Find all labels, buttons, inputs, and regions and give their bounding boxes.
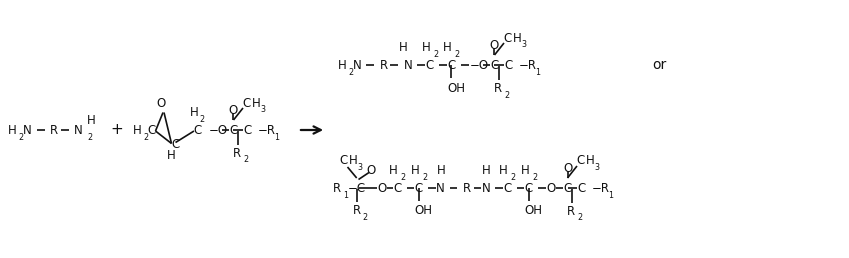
Text: −O: −O — [469, 59, 489, 71]
Text: N: N — [436, 181, 445, 195]
Text: H: H — [338, 59, 346, 71]
Text: C: C — [577, 181, 585, 195]
Text: H: H — [436, 164, 446, 177]
Text: 2: 2 — [577, 214, 582, 222]
Text: 2: 2 — [18, 133, 23, 142]
Text: N: N — [353, 59, 362, 71]
Text: C: C — [503, 181, 511, 195]
Text: C: C — [243, 124, 251, 136]
Text: 2: 2 — [433, 50, 438, 59]
Text: OH: OH — [414, 205, 432, 217]
Text: C: C — [504, 59, 512, 71]
Text: H: H — [586, 155, 594, 167]
Text: H: H — [167, 149, 176, 162]
Text: H: H — [482, 164, 491, 177]
Text: +: + — [110, 123, 123, 138]
Text: 3: 3 — [357, 163, 363, 172]
Text: H: H — [443, 41, 452, 54]
Text: C: C — [490, 59, 498, 71]
Text: 1: 1 — [274, 133, 279, 142]
Text: H: H — [133, 124, 142, 136]
Text: O: O — [156, 96, 165, 109]
Text: N: N — [74, 124, 82, 136]
Text: O: O — [229, 104, 238, 117]
Text: 1: 1 — [343, 191, 348, 200]
Text: N: N — [403, 59, 413, 71]
Text: H: H — [8, 124, 17, 136]
Text: OH: OH — [525, 205, 543, 217]
Text: 2: 2 — [532, 173, 537, 181]
Text: −C: −C — [348, 181, 366, 195]
Text: H: H — [251, 96, 261, 109]
Text: 2: 2 — [454, 50, 459, 59]
Text: C: C — [229, 124, 237, 136]
Text: H: H — [189, 106, 199, 119]
Text: O: O — [490, 39, 499, 52]
Text: C: C — [242, 96, 250, 109]
Text: 2: 2 — [401, 173, 406, 181]
Text: O: O — [377, 181, 386, 195]
Text: 2: 2 — [143, 133, 148, 142]
Text: C: C — [339, 155, 347, 167]
Text: 2: 2 — [422, 173, 427, 181]
Text: R: R — [352, 204, 361, 217]
Text: OH: OH — [447, 82, 465, 94]
Text: C: C — [414, 181, 423, 195]
Text: 2: 2 — [363, 213, 368, 222]
Text: C: C — [393, 181, 402, 195]
Text: R: R — [50, 124, 58, 136]
Text: H: H — [421, 41, 430, 54]
Text: C: C — [576, 155, 584, 167]
Text: 3: 3 — [522, 40, 526, 49]
Text: 2: 2 — [87, 133, 93, 142]
Text: −O: −O — [209, 124, 228, 136]
Text: 2: 2 — [510, 173, 515, 181]
Text: H: H — [520, 164, 529, 177]
Text: 2: 2 — [348, 68, 353, 77]
Text: H: H — [399, 41, 408, 54]
Text: H: H — [499, 164, 508, 177]
Text: R: R — [567, 205, 575, 218]
Text: 2: 2 — [504, 91, 509, 100]
Text: R: R — [333, 181, 341, 195]
Text: 2: 2 — [243, 156, 248, 165]
Text: R: R — [494, 82, 502, 95]
Text: H: H — [348, 155, 357, 167]
Text: H: H — [389, 164, 397, 177]
Text: H: H — [87, 115, 95, 127]
Text: 1: 1 — [535, 68, 540, 77]
Text: N: N — [23, 124, 31, 136]
Text: O: O — [563, 162, 572, 175]
Text: O: O — [367, 164, 375, 176]
Text: −R: −R — [591, 181, 610, 195]
Text: C: C — [171, 138, 180, 150]
Text: 3: 3 — [261, 105, 266, 114]
Text: 1: 1 — [608, 191, 613, 200]
Text: C: C — [425, 59, 434, 71]
Text: R: R — [380, 59, 388, 71]
Text: 3: 3 — [595, 163, 599, 172]
Text: C: C — [148, 124, 156, 136]
Text: −R: −R — [518, 59, 537, 71]
Text: C: C — [447, 59, 455, 71]
Text: H: H — [411, 164, 419, 177]
Text: or: or — [652, 58, 666, 72]
Text: C: C — [503, 31, 511, 44]
Text: O: O — [546, 181, 555, 195]
Text: −R: −R — [257, 124, 275, 136]
Text: C: C — [525, 181, 533, 195]
Text: C: C — [194, 124, 202, 136]
Text: H: H — [513, 31, 521, 44]
Text: N: N — [481, 181, 490, 195]
Text: 2: 2 — [200, 116, 205, 125]
Text: R: R — [463, 181, 471, 195]
Text: C: C — [563, 181, 571, 195]
Text: R: R — [233, 147, 241, 160]
